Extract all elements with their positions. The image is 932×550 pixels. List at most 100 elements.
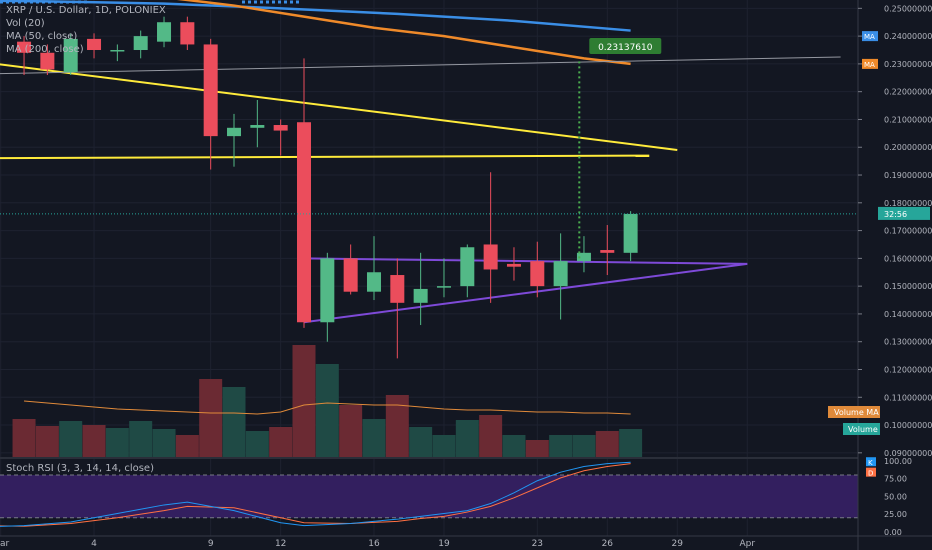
stoch-tick-label: 25.00 <box>884 510 907 519</box>
volume-bar <box>269 427 293 457</box>
volume-bar <box>315 364 339 457</box>
time-tick-label: Apr <box>739 539 755 549</box>
price-tick-label: 0.13000000 <box>884 338 932 347</box>
volume-bar <box>619 429 643 457</box>
candle-up <box>227 127 242 137</box>
stoch-k-badge <box>866 457 876 467</box>
stoch-d-badge-label: D <box>868 470 873 478</box>
price-tick-label: 0.15000000 <box>884 282 932 291</box>
volume-bar <box>549 435 573 457</box>
volume-ma-badge <box>828 406 880 418</box>
price-tick-label: 0.21000000 <box>884 115 932 124</box>
countdown-label: 32:56 <box>884 210 907 219</box>
chart-legend: XRP / U.S. Dollar, 1D, POLONIEX Vol (20)… <box>6 4 166 56</box>
volume-bar <box>292 345 316 457</box>
candle-up <box>576 252 591 262</box>
candle-down <box>180 22 195 45</box>
volume-bar <box>572 435 596 457</box>
ma200-line <box>0 0 631 32</box>
stoch-tick-label: 75.00 <box>884 475 907 484</box>
price-tick-label: 0.20000000 <box>884 143 932 152</box>
candle-up <box>110 50 125 52</box>
volume-badge-label: Volume <box>848 425 878 434</box>
time-tick-label: 12 <box>275 539 286 549</box>
stoch-k-line <box>0 461 631 527</box>
time-tick-label: Mar <box>0 539 9 549</box>
candle-down <box>40 52 55 70</box>
price-tick-label: 0.10000000 <box>884 421 932 430</box>
volume-bar <box>455 420 479 457</box>
time-tick-label: 4 <box>91 539 97 549</box>
volume-bar <box>245 431 269 457</box>
trendline-gray-horizontal <box>0 56 841 75</box>
candle-down <box>17 41 32 53</box>
volume-ma-line <box>23 400 631 415</box>
candle-up <box>623 213 638 253</box>
volume-bar <box>479 415 503 457</box>
volume-bar <box>35 426 59 457</box>
price-tick-label: 0.23000000 <box>884 60 932 69</box>
ma200-legend[interactable]: MA (200, close) <box>6 44 84 55</box>
candle-up <box>366 272 381 292</box>
candle-up <box>320 258 335 323</box>
ma50-legend[interactable]: MA (50, close) <box>6 31 78 42</box>
ma200-badge-label: MA <box>864 33 875 41</box>
ma50-line <box>176 0 631 66</box>
trendline-yellow-flat <box>0 154 650 160</box>
target-label-box <box>589 38 662 55</box>
candle-down <box>506 263 521 267</box>
price-tick-label: 0.14000000 <box>884 310 932 319</box>
price-axis-bg <box>858 0 932 550</box>
candle-down <box>87 38 102 51</box>
stoch-tick-label: 0.00 <box>884 528 902 537</box>
candle-up <box>413 288 428 303</box>
time-tick-label: 29 <box>672 539 684 549</box>
stoch-tick-label: 100.00 <box>884 457 912 466</box>
candle-down <box>390 275 405 303</box>
ma50-badge <box>862 58 878 69</box>
price-tick-label: 0.24000000 <box>884 32 932 41</box>
price-tick-label: 0.11000000 <box>884 393 932 402</box>
stoch-legend[interactable]: Stoch RSI (3, 3, 14, 14, close) <box>6 463 154 474</box>
price-tick-label: 0.16000000 <box>884 254 932 263</box>
symbol-title[interactable]: XRP / U.S. Dollar, 1D, POLONIEX <box>6 5 166 16</box>
volume-bar <box>152 429 176 457</box>
price-tick-label: 0.09000000 <box>884 449 932 458</box>
candle-up <box>460 247 475 287</box>
volume-bar <box>175 435 199 457</box>
candle-up <box>436 286 451 288</box>
volume-bar <box>129 421 153 457</box>
candle-up <box>157 22 172 42</box>
volume-bar <box>59 421 83 457</box>
volume-bar <box>362 419 386 457</box>
price-tick-label: 0.22000000 <box>884 88 932 97</box>
volume-bar <box>199 379 223 457</box>
stoch-k-badge-label: K <box>868 459 873 467</box>
time-tick-label: 26 <box>602 539 614 549</box>
volume-badge <box>843 423 880 435</box>
candle-up <box>250 125 265 128</box>
time-tick-label: 9 <box>208 539 214 549</box>
target-label: 0.23137610 <box>598 43 653 53</box>
ma50-badge-label: MA <box>864 61 875 69</box>
candle-up <box>553 261 568 287</box>
candle-up <box>133 36 148 51</box>
stoch-d-line <box>0 463 631 527</box>
volume-ma-badge-label: Volume MA <box>834 408 879 417</box>
trendline-triangle-bottom <box>303 262 748 324</box>
time-tick-label: 19 <box>438 539 450 549</box>
candle-down <box>297 122 311 323</box>
candle-down <box>273 125 288 131</box>
stoch-tick-label: 50.00 <box>884 492 907 501</box>
volume-bar <box>82 425 106 457</box>
volume-bar <box>12 419 36 457</box>
trendline-triangle-top <box>303 257 748 265</box>
volume-legend[interactable]: Vol (20) <box>6 18 45 29</box>
volume-bar <box>339 405 363 457</box>
time-tick-label: 16 <box>368 539 380 549</box>
volume-bar <box>525 440 549 457</box>
price-tick-label: 0.18000000 <box>884 199 932 208</box>
candle-down <box>530 261 545 287</box>
volume-bar <box>409 427 433 457</box>
